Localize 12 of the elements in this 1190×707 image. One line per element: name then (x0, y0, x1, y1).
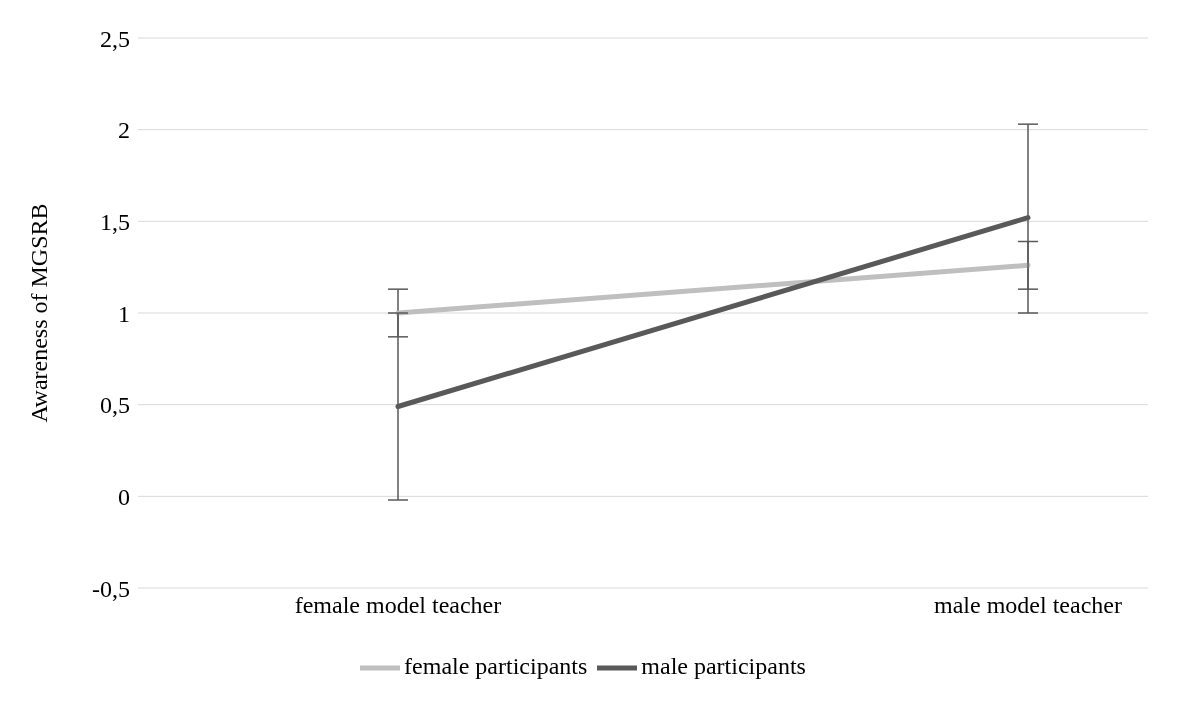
legend-label: male participants (641, 652, 806, 679)
y-tick-label: 2 (118, 117, 130, 144)
y-axis-title: Awareness of MGSRB (25, 203, 52, 423)
x-tick-label: female model teacher (294, 592, 502, 619)
y-tick-label: 1 (118, 300, 130, 327)
y-tick-label: -0,5 (92, 575, 130, 602)
x-tick-label: male model teacher (934, 592, 1122, 619)
y-tick-label: 0,5 (100, 392, 130, 419)
legend-label: female participants (404, 652, 588, 679)
y-tick-label: 0 (118, 483, 130, 510)
y-tick-label: 2,5 (100, 25, 130, 52)
y-tick-label: 1,5 (100, 208, 130, 235)
